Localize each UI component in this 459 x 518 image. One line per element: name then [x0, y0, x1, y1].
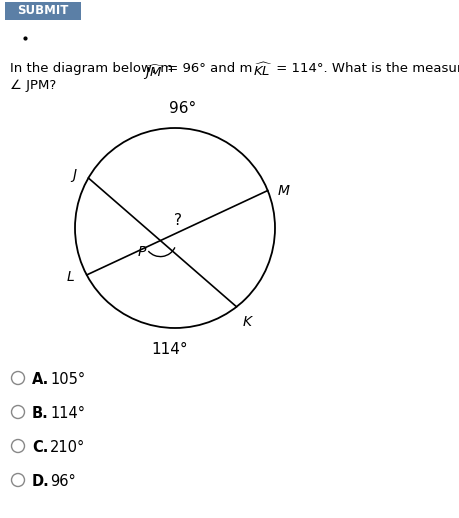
Text: A.: A.	[32, 371, 49, 386]
Text: J: J	[72, 168, 76, 182]
Text: P: P	[138, 244, 146, 258]
Text: L: L	[67, 270, 74, 284]
Text: ?: ?	[174, 213, 182, 228]
Text: ∠ JPM?: ∠ JPM?	[10, 79, 56, 92]
Text: 114°: 114°	[50, 406, 85, 421]
Text: K: K	[242, 315, 251, 329]
Text: D.: D.	[32, 473, 50, 488]
Text: $\widehat{KL}$: $\widehat{KL}$	[252, 62, 273, 79]
Text: In the diagram below, m: In the diagram below, m	[10, 62, 177, 75]
Text: 105°: 105°	[50, 371, 85, 386]
Text: 114°: 114°	[151, 342, 188, 357]
Text: = 114°. What is the measure of: = 114°. What is the measure of	[271, 62, 459, 75]
Text: $\widehat{JM}$: $\widehat{JM}$	[143, 62, 164, 82]
Text: 96°: 96°	[50, 473, 76, 488]
Text: 210°: 210°	[50, 439, 85, 454]
Text: B.: B.	[32, 406, 49, 421]
Text: C.: C.	[32, 439, 48, 454]
Text: 96°: 96°	[169, 101, 196, 116]
Text: M: M	[277, 183, 289, 197]
Text: SUBMIT: SUBMIT	[17, 4, 68, 18]
Text: = 96° and m: = 96° and m	[162, 62, 256, 75]
